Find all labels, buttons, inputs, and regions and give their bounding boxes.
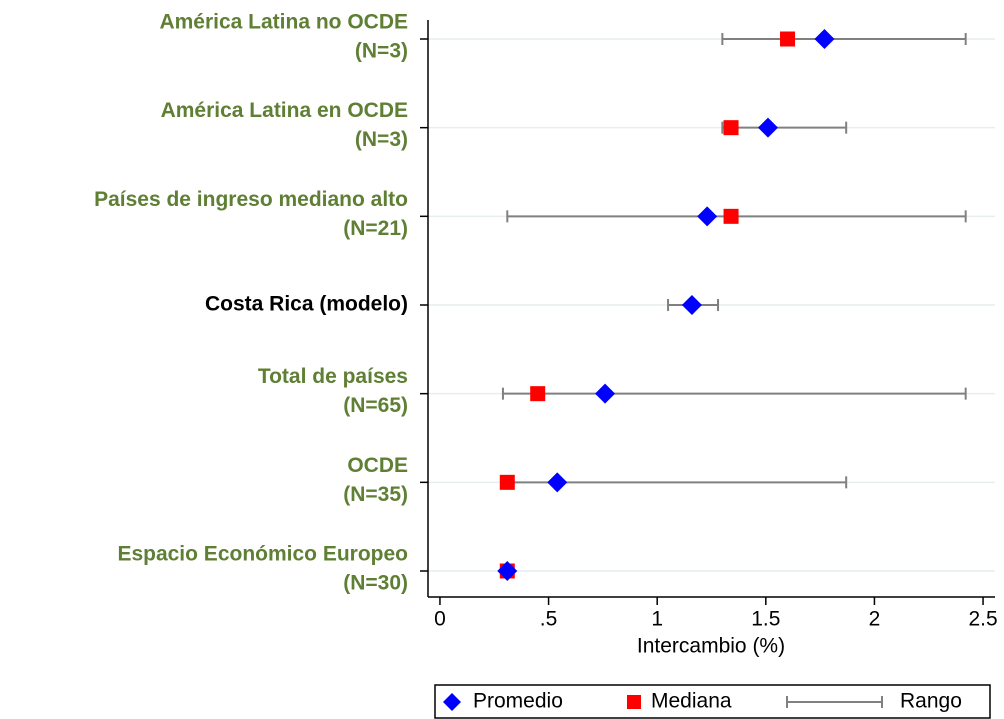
legend-label: Promedio	[473, 690, 563, 713]
mean-marker	[681, 295, 702, 315]
category-label: (N=21)	[343, 217, 408, 240]
legend-swatch	[443, 693, 461, 711]
median-marker	[780, 31, 796, 47]
mean-marker	[497, 561, 518, 581]
category-label: (N=65)	[343, 394, 408, 417]
category-label: (N=30)	[343, 572, 408, 595]
mean-marker	[595, 383, 616, 404]
legend-box	[434, 684, 991, 719]
range	[501, 387, 967, 400]
mean-marker	[547, 472, 568, 493]
category-label: Total de países	[258, 365, 408, 388]
mean-marker	[697, 206, 718, 227]
x-tick-label: .5	[540, 608, 558, 631]
legend-label: Rango	[900, 690, 962, 713]
legend-swatch	[627, 695, 641, 709]
category-label: OCDE	[347, 454, 408, 477]
category-label: Costa Rica (modelo)	[205, 293, 408, 316]
category-label: Países de ingreso mediano alto	[94, 188, 408, 211]
mean-marker	[814, 29, 835, 49]
range	[721, 121, 848, 134]
x-tick-label: 1.5	[751, 608, 780, 631]
legend-label: Mediana	[651, 690, 732, 713]
median-marker	[723, 120, 739, 136]
x-axis-label: Intercambio (%)	[637, 635, 785, 658]
median-marker	[723, 208, 739, 224]
category-label: Espacio Económico Europeo	[117, 543, 408, 566]
range	[721, 33, 967, 45]
median-marker	[530, 386, 546, 402]
category-label: (N=3)	[355, 40, 408, 63]
median-marker	[499, 474, 515, 490]
x-tick-label: 0	[434, 608, 446, 631]
category-label: América Latina en OCDE	[161, 99, 408, 122]
category-label: América Latina no OCDE	[159, 11, 408, 34]
x-tick-label: 1	[651, 608, 663, 631]
mean-marker	[757, 117, 778, 138]
x-tick-label: 2	[869, 608, 881, 631]
x-tick-label: 2.5	[968, 608, 997, 631]
category-label: (N=35)	[343, 483, 408, 506]
category-label: (N=3)	[355, 128, 408, 151]
